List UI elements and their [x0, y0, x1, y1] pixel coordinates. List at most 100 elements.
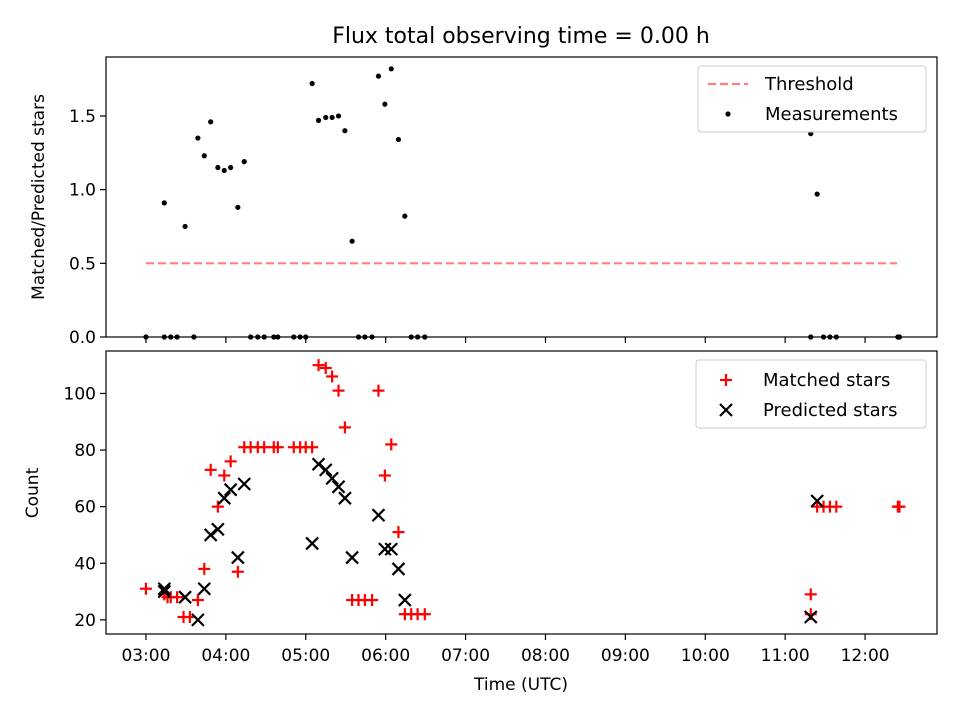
bottom-y-tick-label: 20 [74, 611, 96, 631]
predicted-star-marker [398, 593, 412, 607]
matched-star-marker [218, 469, 231, 482]
legend-matched-label: Matched stars [763, 370, 890, 391]
matched-star-marker [326, 370, 339, 383]
top-y-axis-label: Matched/Predicted stars [29, 94, 49, 300]
bottom-x-axis-label: Time (UTC) [473, 675, 568, 695]
predicted-star-marker-b [378, 542, 392, 556]
matched-star-marker [338, 421, 351, 434]
predicted-star-marker-b [223, 482, 238, 497]
predicted-star-marker-b [197, 581, 212, 596]
chart-title: Flux total observing time = 0.00 h [332, 24, 710, 49]
matched-star-marker [392, 526, 405, 539]
measurement-point [291, 334, 297, 340]
bottom-x-tick-label: 09:00 [601, 646, 650, 666]
measurement-point [143, 334, 149, 340]
measurement-point [261, 334, 267, 340]
bottom-y-tick-label: 60 [74, 498, 96, 518]
bottom-y-tick-label: 100 [64, 384, 96, 404]
matched-star-marker [378, 469, 391, 482]
measurement-point [422, 334, 428, 340]
bottom-x-tick-label: 12:00 [841, 646, 890, 666]
predicted-star-marker-b [384, 542, 399, 556]
predicted-star-marker-b [211, 522, 225, 537]
measurement-point [349, 238, 355, 244]
top-panel: 0.0 0.5 1.0 1.5 Matched/Predicted stars Thr… [29, 56, 938, 348]
bottom-y-tick-label: 80 [74, 441, 96, 461]
matched-star-marker [319, 361, 332, 374]
legend-measurements-label: Measurements [765, 104, 898, 125]
measurement-point [362, 334, 368, 340]
predicted-star-marker [157, 584, 172, 599]
matched-star-marker [224, 455, 237, 468]
predicted-star-marker [331, 480, 346, 494]
top-y-tick-label: 1.5 [69, 107, 96, 127]
measurement-point [191, 334, 197, 340]
measurement-point [833, 334, 839, 340]
measurement-point [303, 334, 309, 340]
measurement-point [323, 114, 329, 121]
measurement-point [415, 334, 421, 340]
bottom-x-tick-label: 07:00 [441, 646, 490, 666]
matched-star-marker [211, 500, 224, 513]
measurement-point [248, 334, 254, 340]
predicted-star-marker [223, 482, 238, 497]
matched-star-marker [418, 608, 431, 621]
measurement-point [255, 334, 261, 340]
measurement-point [215, 164, 221, 171]
matched-star-marker [139, 582, 152, 595]
bottom-legend: Matched stars Predicted stars [695, 359, 927, 429]
matched-star-marker [385, 438, 398, 451]
predicted-star-marker [231, 550, 245, 565]
measurement-point [275, 334, 281, 340]
predicted-star-marker [178, 590, 192, 604]
measurement-point [168, 334, 174, 340]
bottom-x-tick-label: 04:00 [201, 646, 250, 666]
measurement-point [309, 80, 315, 87]
predicted-star-marker [197, 581, 212, 596]
predicted-star-marker-b [810, 494, 824, 508]
measurement-point [174, 334, 180, 340]
measurement-point [271, 334, 277, 340]
matched-star-marker [893, 500, 906, 513]
predicted-star-marker-b [157, 581, 172, 596]
predicted-star-marker-b [345, 550, 359, 565]
legend-predicted-swatch [719, 403, 733, 417]
measurement-point [221, 167, 227, 174]
predicted-star-marker [803, 610, 818, 624]
bottom-panel: 20 40 60 80 100 03:00 04:00 05:00 06:00 07:00 08:… [23, 350, 938, 695]
bottom-x-tick-label: 03:00 [121, 646, 170, 666]
measurement-point [161, 334, 167, 340]
matched-star-marker [372, 384, 385, 397]
legend-predicted-label: Predicted stars [763, 400, 897, 421]
predicted-star-marker [371, 508, 386, 522]
measurement-point [388, 66, 394, 72]
measurement-point [195, 135, 201, 141]
measurement-point [161, 200, 167, 206]
matched-star-marker [191, 594, 204, 607]
measurement-point [297, 334, 303, 340]
bottom-x-tick-label: 10:00 [681, 646, 730, 666]
legend-measurements-swatch [725, 111, 731, 117]
measurement-point [355, 334, 362, 340]
predicted-star-marker-b [191, 613, 205, 627]
predicted-star-marker-b [803, 610, 818, 624]
top-x-ticks [145, 337, 866, 343]
matched-stars-series [139, 359, 906, 624]
measurement-point [375, 73, 382, 79]
matched-star-marker [198, 562, 211, 575]
matched-star-marker [171, 591, 184, 604]
predicted-star-marker [305, 536, 319, 551]
matched-star-marker [306, 441, 319, 454]
predicted-stars-series [157, 457, 824, 627]
measurement-point [395, 136, 402, 143]
bottom-x-tick-label: 05:00 [281, 646, 330, 666]
measurements-series [143, 66, 903, 340]
predicted-star-marker-b [311, 457, 326, 471]
predicted-star-marker [384, 542, 399, 556]
predicted-star-marker [345, 550, 359, 565]
predicted-star-marker-b [398, 593, 412, 607]
top-legend-box [697, 65, 927, 133]
predicted-star-marker-b [318, 463, 333, 477]
bottom-legend-box [695, 359, 927, 429]
